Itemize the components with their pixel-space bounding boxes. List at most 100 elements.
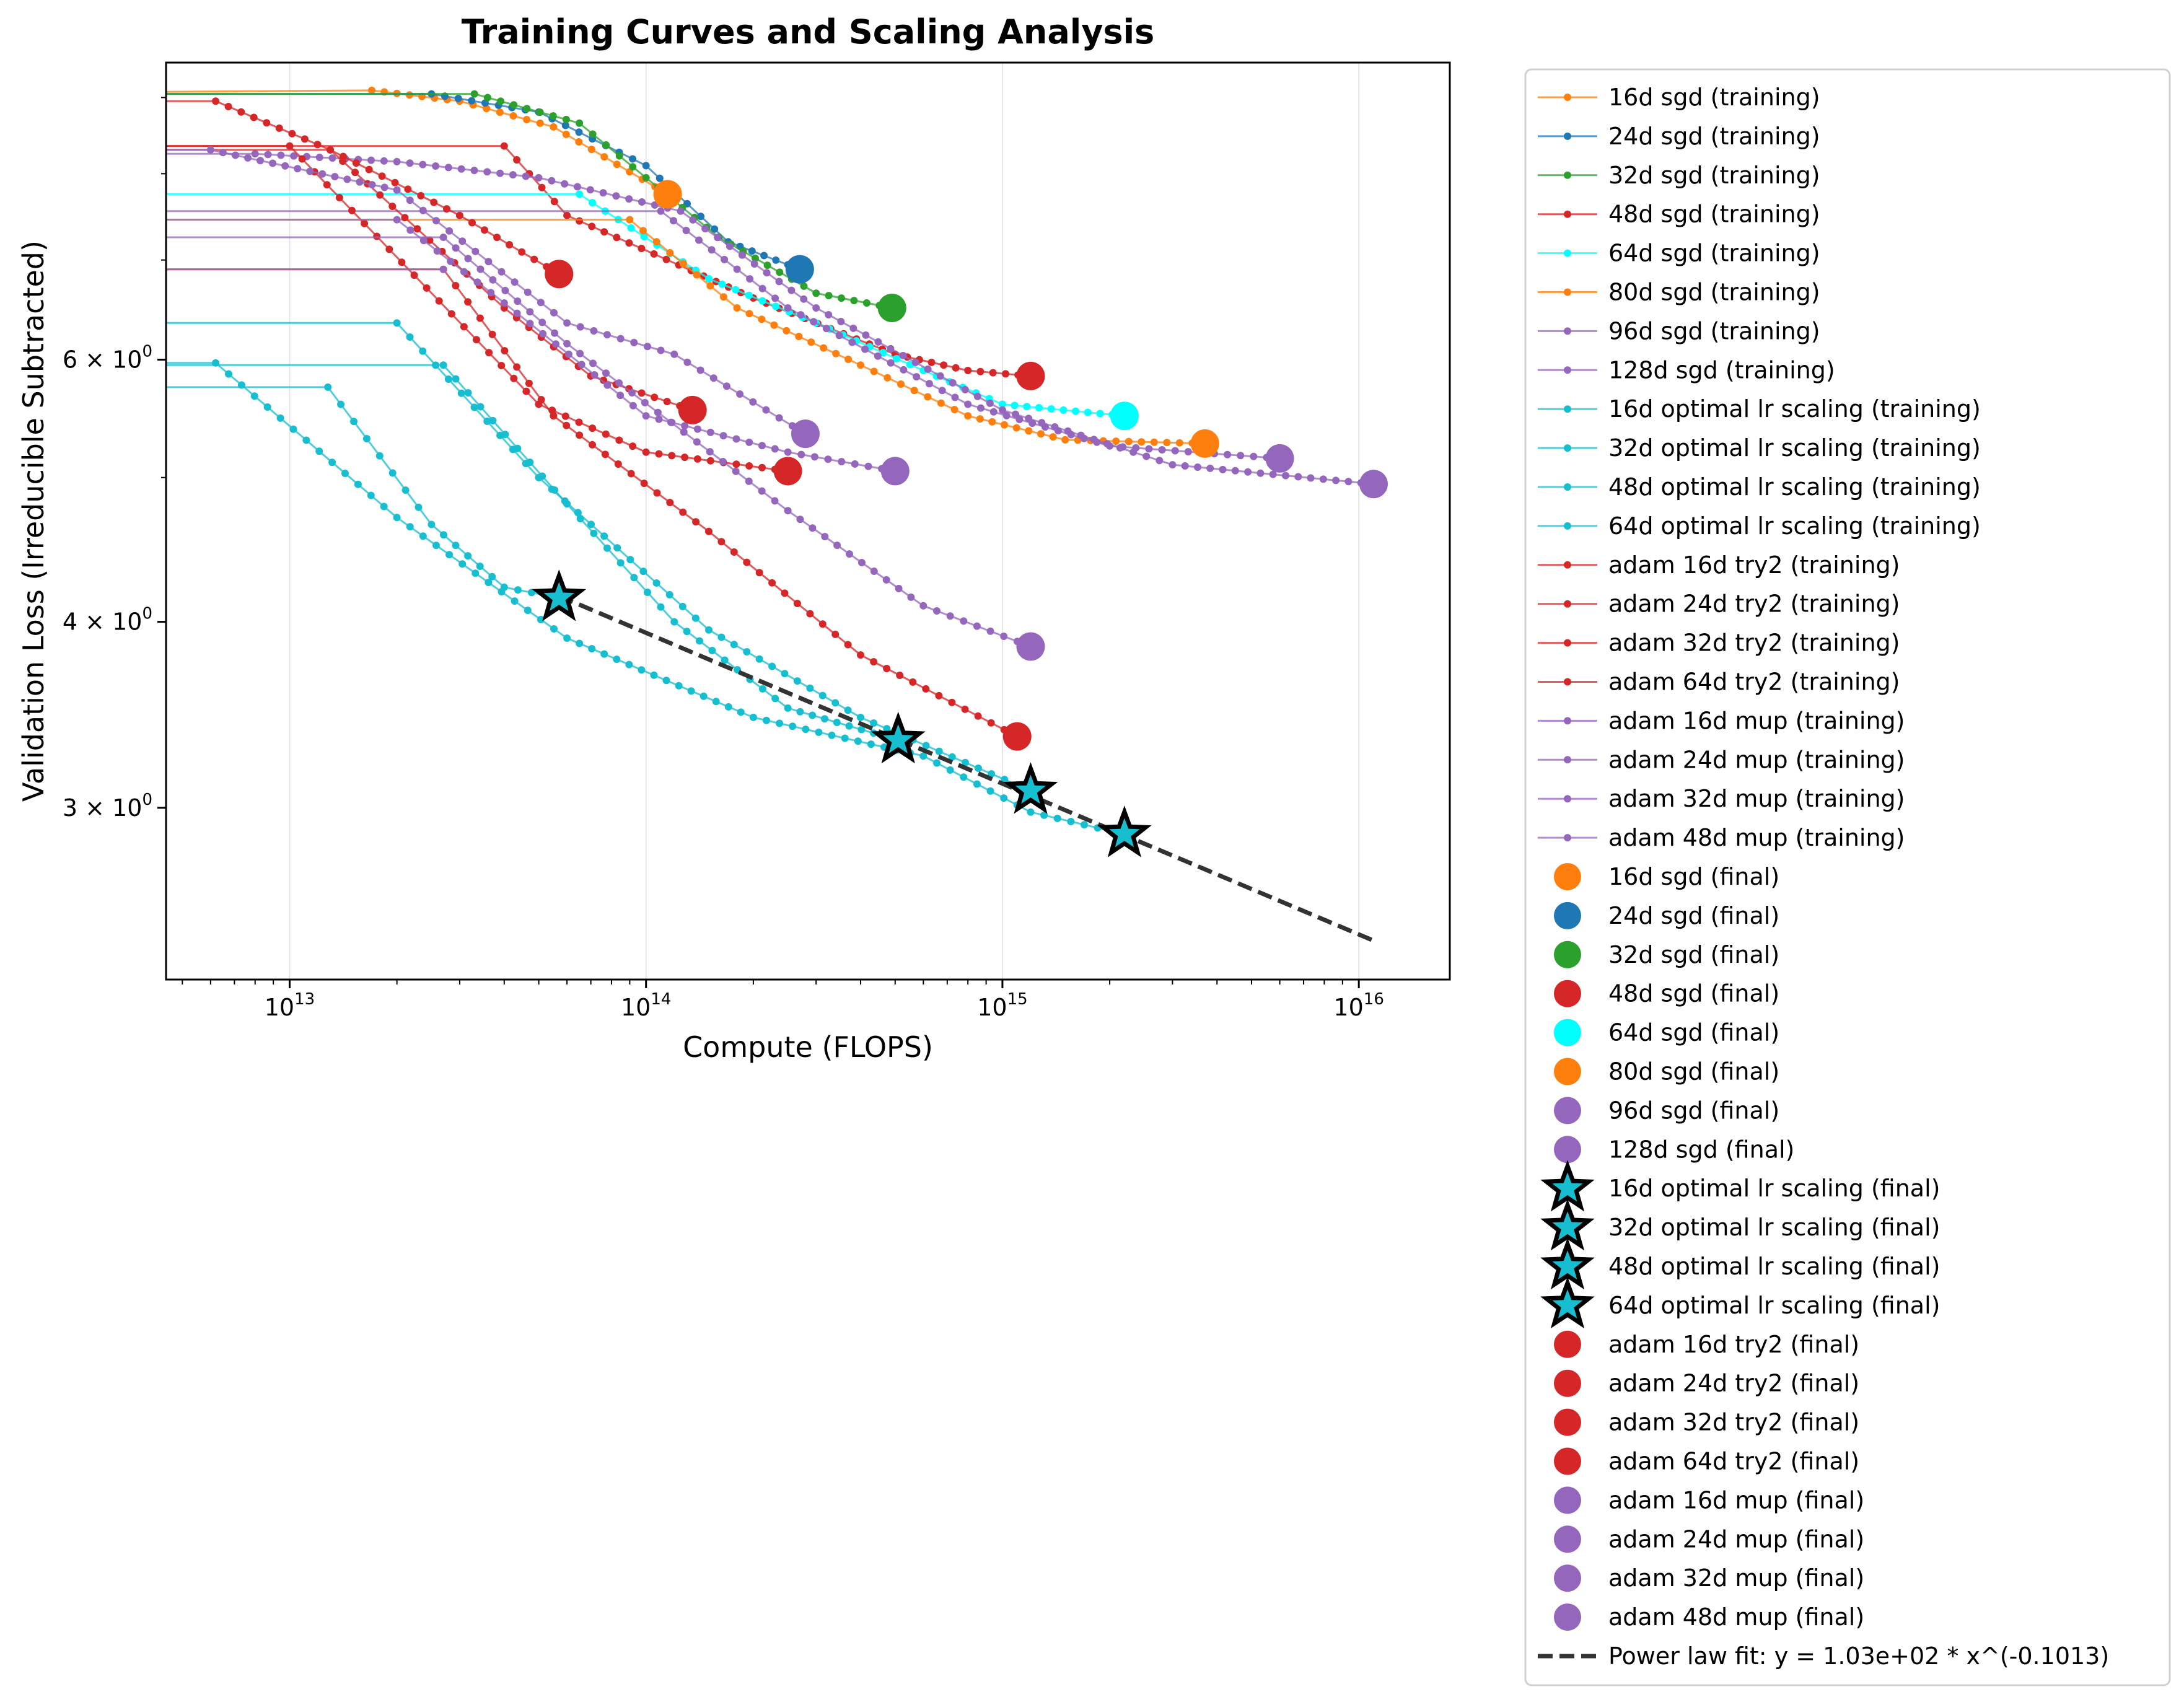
series-point-15-13 bbox=[589, 441, 596, 449]
series-point-3-2 bbox=[513, 156, 521, 164]
series-point-2-10 bbox=[589, 130, 597, 138]
series-point-9-1 bbox=[439, 361, 447, 369]
series-point-5-31 bbox=[1012, 424, 1020, 432]
series-point-14-2 bbox=[298, 155, 306, 163]
series-point-7-72 bbox=[1156, 457, 1164, 465]
series-point-9-20 bbox=[683, 628, 691, 636]
series-point-7-75 bbox=[1194, 463, 1201, 471]
series-point-10-24 bbox=[691, 614, 699, 622]
legend-label-11: 64d optimal lr scaling (training) bbox=[1608, 512, 1981, 540]
series-point-12-13 bbox=[365, 165, 373, 173]
series-point-16-18 bbox=[419, 206, 427, 214]
series-point-16-43 bbox=[749, 398, 757, 406]
series-point-10-1 bbox=[393, 319, 401, 327]
series-point-13-6 bbox=[388, 203, 397, 210]
series-point-0-1 bbox=[368, 86, 375, 94]
series-point-7-36 bbox=[701, 225, 709, 233]
series-point-18-44 bbox=[986, 627, 994, 635]
legend-label-31: 64d optimal lr scaling (final) bbox=[1608, 1292, 1940, 1319]
series-point-6-18 bbox=[874, 352, 882, 360]
series-point-0-11 bbox=[496, 108, 504, 116]
series-point-5-12 bbox=[770, 321, 778, 329]
legend-label-4: 64d sgd (training) bbox=[1608, 240, 1820, 267]
series-point-4-5 bbox=[627, 224, 635, 232]
series-point-4-11 bbox=[705, 274, 713, 283]
series-point-16-33 bbox=[616, 335, 625, 343]
series-point-11-29 bbox=[576, 639, 584, 647]
series-point-18-14 bbox=[602, 369, 610, 377]
series-point-11-64 bbox=[1027, 808, 1035, 816]
series-point-12-3 bbox=[237, 108, 245, 116]
series-point-17-7 bbox=[473, 278, 481, 286]
series-point-14-36 bbox=[732, 460, 740, 468]
series-point-11-38 bbox=[687, 687, 695, 695]
legend-handle-dot-8 bbox=[1564, 405, 1571, 413]
series-point-5-16 bbox=[820, 344, 828, 352]
legend-handle-dot-15 bbox=[1564, 678, 1571, 686]
series-point-7-3 bbox=[277, 151, 285, 159]
series-point-17-5 bbox=[447, 257, 455, 265]
series-point-10-7 bbox=[470, 403, 478, 411]
series-point-15-26 bbox=[755, 569, 763, 577]
final-marker-4 bbox=[1110, 401, 1139, 431]
series-point-11-57 bbox=[933, 759, 941, 767]
series-point-16-44 bbox=[762, 406, 770, 414]
series-point-15-39 bbox=[922, 685, 930, 693]
legend-handle-dot-4 bbox=[1564, 249, 1571, 257]
series-point-17-17 bbox=[603, 381, 612, 389]
series-point-7-86 bbox=[1332, 476, 1340, 485]
series-point-7-38 bbox=[726, 242, 734, 250]
x-tick-label-3: 1016 bbox=[1333, 990, 1384, 1021]
legend-handle-dot-13 bbox=[1564, 600, 1571, 608]
series-point-15-21 bbox=[692, 518, 700, 526]
series-point-6-10 bbox=[771, 294, 779, 302]
series-point-11-39 bbox=[699, 692, 708, 700]
series-point-17-21 bbox=[655, 415, 663, 423]
series-point-17-25 bbox=[706, 428, 714, 436]
series-point-14-38 bbox=[758, 463, 766, 471]
series-point-17-33 bbox=[810, 453, 818, 461]
series-point-3-8 bbox=[588, 222, 596, 230]
series-point-5-13 bbox=[783, 327, 791, 335]
series-point-7-37 bbox=[714, 234, 722, 242]
series-point-1-12 bbox=[575, 128, 583, 136]
series-point-7-31 bbox=[638, 198, 646, 206]
series-point-18-12 bbox=[576, 349, 584, 357]
series-point-4-37 bbox=[1047, 405, 1055, 413]
series-point-16-13 bbox=[356, 178, 364, 186]
series-point-3-40 bbox=[989, 369, 997, 377]
final-marker-3 bbox=[1016, 361, 1045, 390]
series-point-4-39 bbox=[1072, 407, 1080, 415]
series-point-14-23 bbox=[561, 412, 569, 420]
series-point-11-59 bbox=[960, 773, 968, 781]
series-point-2-31 bbox=[850, 297, 858, 305]
series-point-10-10 bbox=[509, 445, 517, 454]
y-tick-label-0: 3 × 100 bbox=[63, 791, 152, 822]
series-point-17-3 bbox=[419, 237, 428, 245]
series-point-4-6 bbox=[640, 232, 648, 240]
series-point-7-73 bbox=[1169, 461, 1177, 469]
series-point-11-30 bbox=[588, 645, 596, 652]
series-point-7-79 bbox=[1244, 468, 1252, 476]
series-point-16-40 bbox=[709, 374, 717, 382]
series-point-7-30 bbox=[625, 195, 633, 203]
series-point-11-45 bbox=[776, 719, 784, 727]
series-point-5-2 bbox=[639, 227, 647, 235]
series-point-7-39 bbox=[738, 251, 746, 259]
series-point-16-35 bbox=[644, 343, 651, 351]
series-point-12-7 bbox=[288, 129, 296, 138]
series-point-6-11 bbox=[784, 304, 792, 312]
x-tick-label-3-base: 10 bbox=[1333, 994, 1363, 1021]
legend-label-16: adam 16d mup (training) bbox=[1608, 707, 1905, 734]
series-point-2-14 bbox=[642, 173, 650, 182]
legend-handle-dot-12 bbox=[1564, 561, 1571, 569]
series-point-7-22 bbox=[522, 172, 530, 180]
series-point-2-27 bbox=[800, 282, 808, 290]
series-point-13-3 bbox=[351, 169, 359, 177]
series-point-9-21 bbox=[696, 637, 703, 645]
series-point-11-2 bbox=[225, 370, 232, 378]
series-point-9-15 bbox=[616, 559, 625, 567]
series-point-0-16 bbox=[562, 130, 570, 138]
series-point-10-28 bbox=[743, 648, 751, 656]
series-point-18-17 bbox=[641, 398, 649, 406]
